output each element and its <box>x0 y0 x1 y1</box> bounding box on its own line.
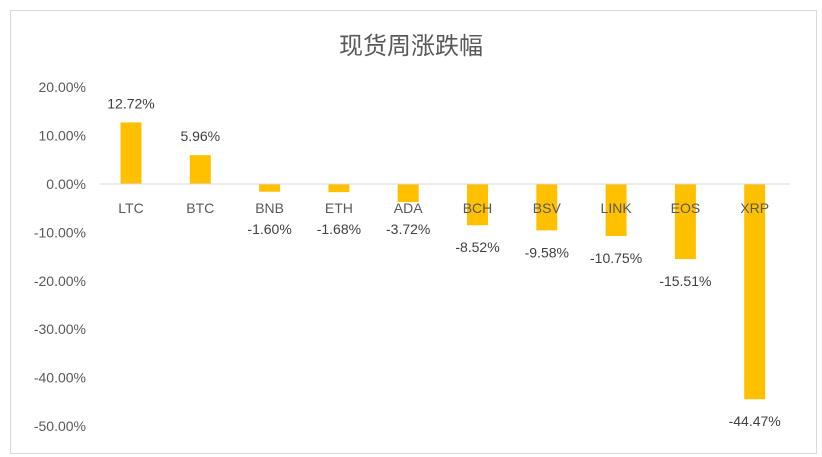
data-label: -1.60% <box>247 221 291 237</box>
data-label: 12.72% <box>107 95 154 111</box>
category-label: BNB <box>255 200 284 216</box>
chart-frame <box>10 10 817 454</box>
data-label: -9.58% <box>525 244 569 260</box>
category-label: BSV <box>533 200 562 216</box>
y-tick-label: 10.00% <box>39 128 86 144</box>
category-label: BCH <box>463 200 493 216</box>
y-tick-label: -20.00% <box>34 273 86 289</box>
category-label: XRP <box>740 200 769 216</box>
data-label: -3.72% <box>386 221 430 237</box>
category-label: ADA <box>394 200 423 216</box>
bar <box>189 155 211 184</box>
data-label: -44.47% <box>729 413 781 429</box>
y-tick-label: -50.00% <box>34 418 86 434</box>
bar <box>536 184 558 231</box>
y-tick-label: -30.00% <box>34 321 86 337</box>
category-label: BTC <box>186 200 214 216</box>
bar <box>328 184 350 193</box>
category-label: LINK <box>601 200 633 216</box>
data-label: -15.51% <box>659 273 711 289</box>
category-label: EOS <box>671 200 701 216</box>
bar <box>674 184 696 260</box>
chart-title: 现货周涨跌幅 <box>339 33 483 60</box>
bar <box>744 184 766 400</box>
y-tick-label: 20.00% <box>39 79 86 95</box>
bar <box>397 184 419 203</box>
bar <box>467 184 488 226</box>
bar <box>605 184 627 237</box>
data-label: -8.52% <box>455 239 499 255</box>
data-label: 5.96% <box>180 128 220 144</box>
data-label: -10.75% <box>590 250 642 266</box>
bar <box>259 184 281 192</box>
data-label: -1.68% <box>317 221 361 237</box>
category-label: LTC <box>118 200 143 216</box>
category-label: ETH <box>325 200 353 216</box>
y-tick-label: -10.00% <box>34 224 86 240</box>
bar <box>120 122 142 184</box>
y-tick-label: 0.00% <box>46 176 86 192</box>
y-tick-label: -40.00% <box>34 370 86 386</box>
